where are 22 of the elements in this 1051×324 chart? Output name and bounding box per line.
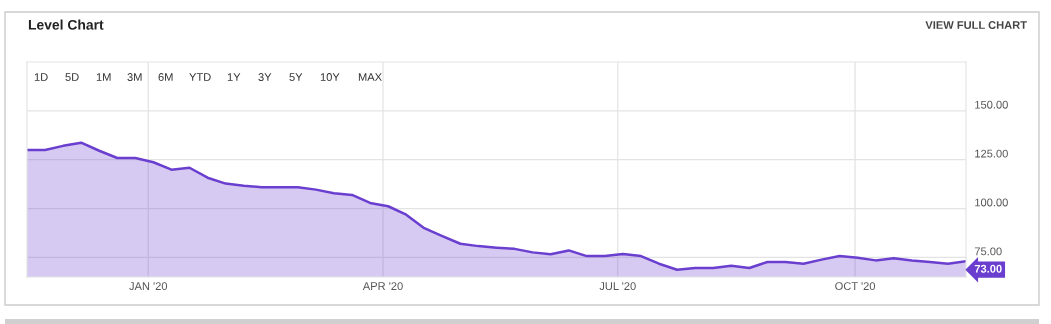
annotation: 3Y (258, 73, 272, 81)
y-tick-label: 125.00 (975, 149, 1008, 158)
y-tick-label: 75.00 (974, 247, 1002, 256)
annotation: 3M (127, 73, 142, 81)
y-tick-label: 150.00 (975, 100, 1008, 109)
x-tick-label: APR '20 (362, 282, 403, 291)
annotation: 5Y (289, 73, 303, 81)
annotation: 5D (65, 73, 79, 81)
annotation: 1Y (227, 73, 241, 81)
annotation: 1M (96, 73, 111, 81)
annotation: 6M (158, 73, 173, 81)
annotation: 10Y (320, 73, 340, 81)
annotation: YTD (189, 73, 211, 81)
y-tick-label: 100.00 (975, 198, 1008, 207)
annotation: 73.00 (974, 264, 1002, 273)
x-tick-label: JUL '20 (599, 282, 636, 291)
x-tick-label: JAN '20 (129, 282, 168, 291)
x-tick-label: OCT '20 (835, 282, 876, 291)
annotation: MAX (358, 73, 382, 81)
chart-title: Level Chart (28, 19, 104, 30)
text: VIEW FULL CHART (925, 21, 1027, 29)
annotation: 1D (34, 73, 48, 81)
